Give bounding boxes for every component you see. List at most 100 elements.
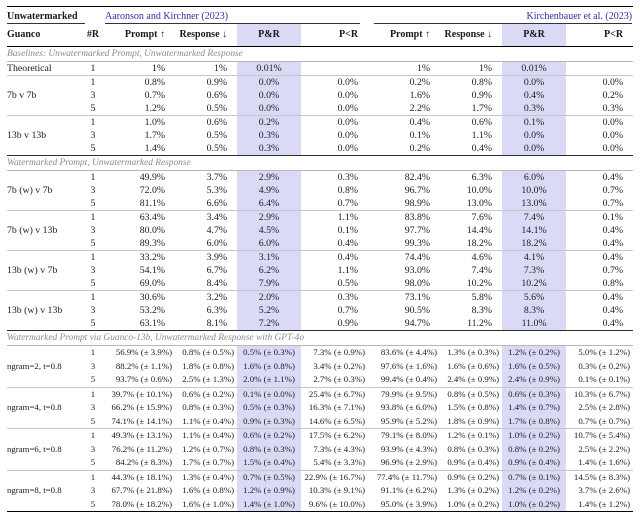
ak-prompt-cell: 30.6% bbox=[103, 290, 176, 304]
ak-pr-cell: 4.5% bbox=[237, 224, 302, 237]
num-responses-cell: 1 bbox=[83, 428, 104, 443]
num-responses-cell: 5 bbox=[90, 374, 96, 384]
ak-prompt-header: Prompt ↑ bbox=[103, 24, 176, 47]
num-responses-cell: 1 bbox=[83, 75, 104, 89]
kb-plr-cell: 14.5% (± 8.3%) bbox=[566, 469, 634, 484]
kb-pr-cell: 8.3% bbox=[502, 304, 567, 317]
results-table: Unwatermarked Aaronson and Kirchner (202… bbox=[7, 6, 634, 512]
table-row: ngram=2, t=0.8 1 56.9% (± 3.9%) 0.8% (± 0.5… bbox=[7, 345, 633, 371]
kb-prompt-header: Prompt ↑ bbox=[368, 24, 441, 47]
num-responses-cell: 3 bbox=[90, 90, 96, 101]
table-row: 5 84.2% (± 8.3%) 1.7% (± 0.7%) 1.5% (± 0.4%… bbox=[7, 456, 633, 470]
section-title: Watermarked Prompt via Guanco-13b, Unwat… bbox=[7, 330, 634, 346]
ak-response-cell: 0.8% (± 0.5%) bbox=[182, 347, 235, 357]
ak-response-cell: 1.7% (± 0.7%) bbox=[182, 457, 235, 467]
ak-prompt-cell: 74.1% (± 14.1%) bbox=[111, 415, 173, 426]
ak-response-cell: 0.8% (± 0.3%) bbox=[182, 402, 235, 412]
kb-response-cell: 4.6% bbox=[440, 250, 503, 264]
table-row: 5 78.0% (± 18.2%) 1.6% (± 1.0%) 1.4% (± 1.0… bbox=[7, 497, 633, 512]
table-row: 5 1.2% 0.5% 0.0% 0.0% 2.2% 1.7% 0.3% 0.3% bbox=[7, 102, 633, 116]
ak-prompt-cell: 69.0% bbox=[139, 278, 166, 289]
num-responses-cell: 5 bbox=[90, 238, 96, 249]
num-responses-cell: 3 bbox=[90, 225, 96, 236]
ak-plr-cell: 0.7% bbox=[337, 305, 359, 316]
citation-link-kirchenbauer[interactable]: Kirchenbauer et al. (2023) bbox=[526, 11, 633, 22]
table-header: Unwatermarked Aaronson and Kirchner (202… bbox=[7, 7, 634, 47]
ak-prompt-cell: 66.2% (± 15.9%) bbox=[111, 402, 173, 412]
kb-plr-cell: 0.4% bbox=[602, 318, 624, 329]
kb-response-cell: 1.3% (± 0.2%) bbox=[447, 485, 500, 495]
ak-prompt-cell: 72.0% bbox=[139, 185, 166, 196]
kb-plr-cell: 5.0% (± 1.2%) bbox=[578, 347, 631, 357]
ak-prompt-cell: 53.2% bbox=[139, 305, 166, 316]
ak-prompt-cell: 78.0% (± 18.2%) bbox=[111, 498, 173, 509]
num-responses-cell: 1 bbox=[83, 469, 104, 484]
kb-plr-cell: 10.3% (± 6.7%) bbox=[566, 386, 634, 401]
section-header-row: Baselines: Unwatermarked Prompt, Unwater… bbox=[7, 46, 634, 62]
kb-plr-cell: 0.4% bbox=[566, 250, 634, 264]
table-row: 13b (w) v 13b 1 30.6% 3.2% 2.0% 0.3% 73.1% 5.8%… bbox=[7, 290, 634, 331]
table-row: 5 1.4% 0.5% 0.3% 0.0% 0.2% 0.4% 0.0% 0.0% bbox=[7, 142, 633, 156]
ak-response-cell: 6.0% bbox=[206, 238, 228, 249]
kb-pr-cell: 5.6% bbox=[502, 290, 567, 304]
table-row: 7b v 7b 1 0.8% 0.9% 0.0% 0.0% 0.2% 0.8% 0.0% 0.0% bbox=[7, 75, 634, 116]
kb-prompt-cell: 99.3% bbox=[404, 238, 431, 249]
kb-plr-cell: 0.0% bbox=[566, 75, 634, 89]
ak-plr-cell: 14.6% (± 6.5%) bbox=[308, 415, 366, 426]
table-row: 5 74.1% (± 14.1%) 1.1% (± 0.4%) 0.9% (± 0.3… bbox=[7, 414, 633, 429]
ak-response-header: Response ↓ bbox=[175, 24, 238, 47]
table-row: 5 93.7% (± 0.6%) 2.5% (± 1.3%) 2.0% (± 1.1%… bbox=[7, 373, 633, 387]
kb-prompt-cell: 93.9% (± 4.3%) bbox=[380, 443, 438, 454]
ak-plr-cell bbox=[301, 62, 368, 76]
kb-prompt-cell: 98.9% bbox=[404, 198, 431, 209]
ak-response-cell: 3.2% bbox=[175, 290, 238, 304]
ak-prompt-cell: 1.4% bbox=[144, 143, 166, 154]
ak-plr-cell: 0.4% bbox=[337, 238, 359, 249]
kb-plr-cell: 1.4% (± 1.2%) bbox=[578, 498, 631, 509]
num-responses-cell: 1 bbox=[90, 347, 96, 357]
ak-plr-cell: 7.3% (± 0.9%) bbox=[313, 347, 366, 357]
kb-pr-cell: 10.0% bbox=[502, 184, 567, 197]
ak-prompt-cell: 93.7% (± 0.6%) bbox=[115, 374, 173, 384]
kb-pr-cell: 7.3% bbox=[502, 264, 567, 277]
citation-link-aaronson[interactable]: Aaronson and Kirchner (2023) bbox=[105, 11, 229, 22]
ak-response-cell: 1.2% (± 0.7%) bbox=[182, 443, 235, 454]
ak-pr-cell: 1.5% (± 0.4%) bbox=[237, 456, 302, 470]
method-header-kirchenbauer: Kirchenbauer et al. (2023) bbox=[368, 7, 633, 24]
metric-header-row: Guanco #R Prompt ↑ Response ↓ P&R P<R Pr… bbox=[7, 24, 634, 47]
kb-plr-cell: 0.2% bbox=[602, 90, 624, 101]
kb-prompt-cell: 96.7% bbox=[404, 185, 431, 196]
kb-response-cell: 0.8% (± 0.3%) bbox=[447, 443, 500, 454]
ak-pr-cell: 0.3% bbox=[237, 142, 302, 156]
ak-pr-cell: 1.6% (± 0.8%) bbox=[237, 359, 302, 373]
ak-pr-cell: 0.5% (± 0.3%) bbox=[237, 401, 302, 415]
kb-plr-cell: 0.7% (± 0.7%) bbox=[578, 415, 631, 426]
table-row: 7b (w) v 7b 1 49.9% 3.7% 2.9% 0.3% 82.4% 6.3% 6.… bbox=[7, 170, 633, 196]
kb-plr-cell: 0.1% bbox=[566, 210, 634, 224]
ak-prompt-cell: 89.3% bbox=[139, 238, 166, 249]
ak-prompt-cell: 1% bbox=[151, 63, 166, 74]
ak-plr-cell: 0.0% bbox=[337, 103, 359, 114]
ak-response-cell: 0.5% bbox=[206, 130, 228, 141]
kb-prompt-cell: 96.9% (± 2.9%) bbox=[380, 457, 438, 467]
kb-prompt-cell: 94.7% bbox=[404, 318, 431, 329]
ak-pr-cell: 0.8% (± 0.3%) bbox=[237, 442, 302, 456]
ak-prompt-cell: 44.3% (± 18.1%) bbox=[103, 469, 176, 484]
table-row: 3 67.7% (± 21.8%) 1.6% (± 0.8%) 1.2% (± 0.9… bbox=[7, 484, 633, 498]
ak-pr-cell: 2.9% bbox=[237, 170, 302, 184]
kb-pr-cell: 0.0% bbox=[502, 129, 567, 142]
kb-pr-header: P&R bbox=[502, 24, 567, 47]
kb-pr-cell: 1.0% (± 0.2%) bbox=[502, 428, 567, 443]
kb-response-cell: 1.6% (± 0.6%) bbox=[447, 360, 500, 371]
kb-response-cell: 0.9% bbox=[471, 90, 493, 101]
kb-pr-cell: 1.0% (± 0.2%) bbox=[502, 497, 567, 512]
kb-pr-cell: 0.3% bbox=[502, 102, 567, 116]
kb-prompt-cell: 83.8% bbox=[368, 210, 441, 224]
kb-prompt-cell: 2.2% bbox=[409, 103, 431, 114]
ak-plr-cell: 0.8% bbox=[337, 185, 359, 196]
ak-pr-cell: 7.9% bbox=[237, 277, 302, 291]
ak-pr-cell: 3.1% bbox=[237, 250, 302, 264]
ak-plr-cell: 2.7% (± 0.3%) bbox=[313, 374, 366, 384]
kb-pr-cell: 1.2% (± 0.2%) bbox=[502, 345, 567, 360]
row-group-label: ngram=6, t=0.8 bbox=[7, 428, 83, 470]
